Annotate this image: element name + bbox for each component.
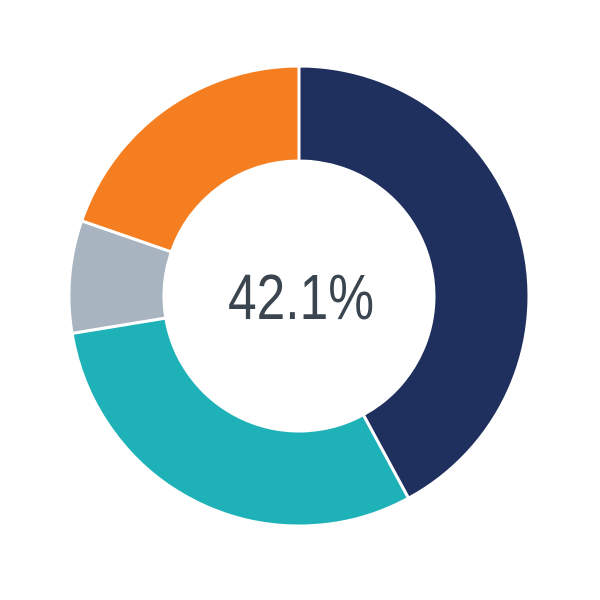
center-label: 42.1% [228,261,374,333]
donut-slice-navy[interactable] [297,64,531,500]
donut-slice-teal[interactable] [70,316,411,528]
donut-slices [67,64,531,528]
donut-slice-orange[interactable] [80,64,301,254]
